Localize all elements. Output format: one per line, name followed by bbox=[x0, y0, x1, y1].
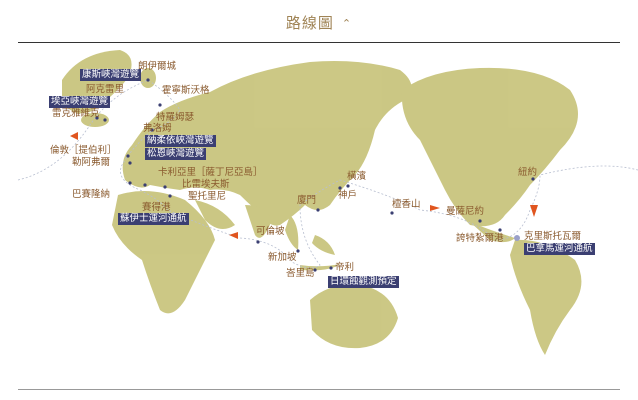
australia bbox=[310, 284, 398, 349]
route-map-header[interactable]: 路線圖 ⌃ bbox=[0, 12, 638, 33]
port-label: 紐約 bbox=[518, 167, 538, 178]
port-dots bbox=[95, 78, 535, 272]
port-label: 橫濱 bbox=[347, 171, 367, 182]
highlight-label: 松恩峽灣遊覽 bbox=[145, 148, 207, 160]
arrow-icon bbox=[229, 232, 238, 239]
port-label: 檀香山 bbox=[392, 199, 421, 210]
port-label: 弗洛姆 bbox=[143, 123, 172, 134]
highlight-label: 日環蝕觀測預定 bbox=[328, 276, 399, 288]
port-label: 神戶 bbox=[338, 190, 358, 201]
divider-top bbox=[18, 42, 620, 43]
highlight-label: 康斯峽灣遊覽 bbox=[80, 69, 142, 81]
port-label: 朗伊爾城 bbox=[138, 61, 177, 72]
port-label: 克里斯托瓦爾 bbox=[524, 231, 582, 242]
arrow-icon bbox=[530, 205, 538, 217]
divider-bottom bbox=[18, 389, 620, 390]
highlight-label: 蘇伊士運河通航 bbox=[118, 213, 189, 225]
port-label: 誇特紮爾港 bbox=[456, 233, 504, 244]
highlight-label: 巴拿馬運河通航 bbox=[524, 243, 595, 255]
highlight-label: 埃亞峽灣遊覽 bbox=[49, 96, 111, 108]
port-label: 帝利 bbox=[335, 262, 355, 273]
iceland bbox=[81, 113, 109, 127]
route-arrows bbox=[70, 132, 538, 239]
port-label: 巴賽隆納 bbox=[72, 189, 111, 200]
route-line bbox=[17, 79, 638, 269]
port-label: 特羅姆瑟 bbox=[156, 112, 195, 123]
port-label: 倫敦［提伯利］ bbox=[50, 145, 117, 156]
port-label: 比雷埃夫斯 bbox=[182, 179, 230, 190]
south-america bbox=[510, 239, 582, 355]
port-label: 雷克雅維克 bbox=[52, 108, 100, 119]
arrow-icon bbox=[70, 132, 78, 140]
port-label: 廈門 bbox=[297, 195, 317, 206]
north-america bbox=[401, 67, 578, 227]
world-map bbox=[17, 50, 638, 355]
port-label: 峇里島 bbox=[286, 268, 315, 279]
port-label: 聖托里尼 bbox=[188, 191, 227, 202]
port-label: 阿克雷里 bbox=[86, 84, 125, 95]
page-title: 路線圖 bbox=[285, 14, 334, 32]
land bbox=[62, 50, 582, 355]
port-label: 勒阿弗爾 bbox=[72, 157, 111, 168]
port-label: 曼薩尼約 bbox=[446, 206, 485, 217]
port-label: 卡利亞里［薩丁尼亞島］ bbox=[158, 167, 263, 178]
chevron-up-icon[interactable]: ⌃ bbox=[341, 17, 353, 30]
highlight-label: 納柔依峽灣遊覽 bbox=[145, 135, 216, 147]
port-label: 賽得港 bbox=[142, 202, 171, 213]
port-label: 霍寧斯沃格 bbox=[162, 85, 210, 96]
port-label: 新加坡 bbox=[268, 252, 297, 263]
port-label: 可倫坡 bbox=[256, 226, 285, 237]
arrow-icon bbox=[430, 205, 440, 211]
